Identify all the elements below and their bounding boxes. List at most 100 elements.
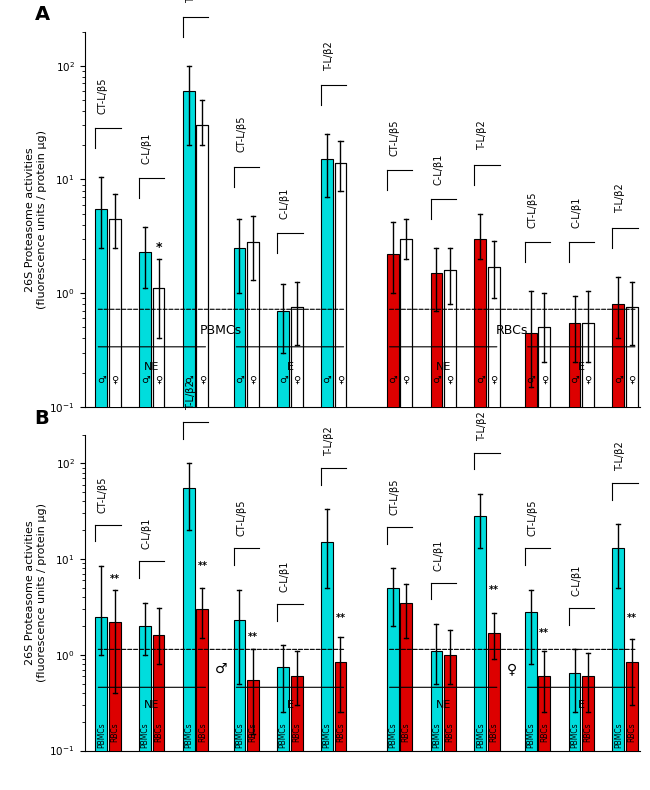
Text: C-L/β1: C-L/β1 [142,133,151,164]
Bar [183,488,195,790]
Bar [109,219,121,790]
Bar [153,288,164,790]
Text: CT-L/β5: CT-L/β5 [236,500,246,536]
Bar [321,160,333,790]
Bar [444,270,456,790]
Text: ♀: ♀ [111,375,118,385]
Text: T-L/β2: T-L/β2 [615,442,625,471]
Text: ♀: ♀ [337,375,344,385]
Text: E: E [287,362,293,372]
Text: T-L/β2: T-L/β2 [324,427,333,456]
Bar [582,322,594,790]
Text: ♂: ♂ [97,375,106,385]
Bar [96,617,107,790]
Bar [291,676,303,790]
Bar [196,126,208,790]
Bar [335,163,346,790]
Text: PBMCs: PBMCs [476,722,485,747]
Bar [626,307,638,790]
Text: RBCs: RBCs [336,722,345,742]
Text: RBCs: RBCs [248,722,257,742]
Bar [400,603,412,790]
Bar [430,273,443,790]
Bar [400,239,412,790]
Bar [196,126,208,790]
Text: T-L/β2: T-L/β2 [185,0,196,2]
Text: CT-L/β5: CT-L/β5 [527,191,538,228]
Bar [612,304,624,790]
Text: E: E [578,700,585,710]
Bar [444,270,456,790]
Text: CT-L/β5: CT-L/β5 [527,500,538,536]
Bar [291,307,303,790]
Bar [488,267,500,790]
Text: PBMCs: PBMCs [140,722,150,747]
Text: ♀: ♀ [541,375,548,385]
Text: PBMCs: PBMCs [97,722,106,747]
Text: C-L/β1: C-L/β1 [280,187,290,219]
Text: **: ** [627,613,637,623]
Text: **: ** [110,574,120,584]
Text: C-L/β1: C-L/β1 [433,540,443,570]
Bar [525,612,537,790]
Text: E: E [287,700,293,710]
Text: C-L/β1: C-L/β1 [142,518,151,549]
Bar [153,635,164,790]
Text: **: ** [198,561,207,571]
Bar [538,327,550,790]
Bar [582,322,594,790]
Text: ♂: ♂ [141,375,150,385]
Y-axis label: 26S Proteasome activities
(fluorescence units / protein μg): 26S Proteasome activities (fluorescence … [25,503,47,682]
Text: NE: NE [436,362,451,372]
Text: RBCs: RBCs [496,324,528,337]
Bar [96,209,107,790]
Text: ♀: ♀ [199,375,206,385]
Text: T-L/β2: T-L/β2 [615,183,625,213]
Text: ♀: ♀ [250,375,257,385]
Text: CT-L/β5: CT-L/β5 [389,479,399,515]
Text: PBMCs: PBMCs [388,722,397,747]
Text: ♀: ♀ [584,375,592,385]
Text: RBCs: RBCs [627,722,636,742]
Text: ♂: ♂ [476,375,485,385]
Y-axis label: 26S Proteasome activities
(fluorescence units / protein μg): 26S Proteasome activities (fluorescence … [25,130,47,309]
Bar [196,609,208,790]
Bar [153,288,164,790]
Text: CT-L/β5: CT-L/β5 [236,116,246,152]
Text: PBMCs: PBMCs [432,722,441,747]
Bar [278,310,289,790]
Text: RBCs: RBCs [584,722,593,742]
Bar [183,91,195,790]
Text: ♂: ♂ [279,375,287,385]
Bar [291,307,303,790]
Bar [335,163,346,790]
Bar [233,620,245,790]
Text: *: * [155,241,162,254]
Text: T-L/β2: T-L/β2 [185,380,196,410]
Text: ♀: ♀ [155,375,162,385]
Text: NE: NE [144,700,159,710]
Text: CT-L/β5: CT-L/β5 [98,77,108,114]
Text: ♂: ♂ [185,375,193,385]
Text: PBMCs: PBMCs [235,722,244,747]
Text: PBMCs: PBMCs [570,722,579,747]
Bar [444,655,456,790]
Text: **: ** [335,613,346,623]
Bar [612,548,624,790]
Bar [139,252,151,790]
Text: C-L/β1: C-L/β1 [280,561,290,592]
Bar [196,126,208,790]
Text: ♂: ♂ [526,375,535,385]
Text: CT-L/β5: CT-L/β5 [98,476,108,513]
Bar [538,676,550,790]
Text: ♂: ♂ [432,375,441,385]
Text: ♂: ♂ [614,375,623,385]
Text: PBMCs: PBMCs [279,722,288,747]
Bar [109,622,121,790]
Text: RBCs: RBCs [402,722,411,742]
Text: ♂: ♂ [322,375,332,385]
Bar [400,239,412,790]
Bar [474,239,486,790]
Bar [387,254,398,790]
Bar [109,219,121,790]
